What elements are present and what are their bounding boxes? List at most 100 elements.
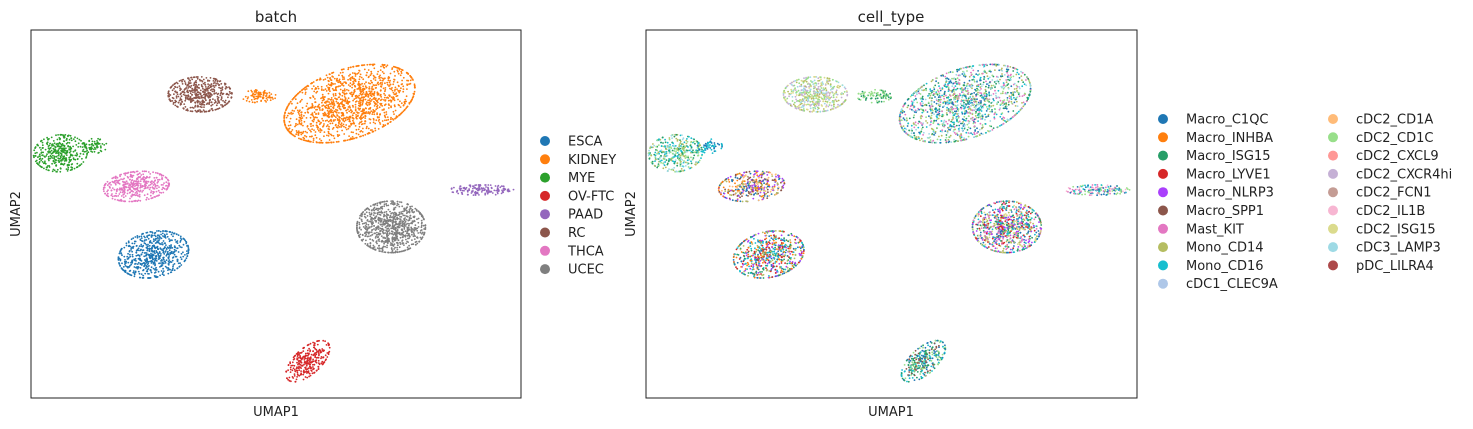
data-point [138, 172, 141, 175]
data-point [408, 83, 410, 86]
data-point [376, 105, 378, 108]
data-point [328, 125, 330, 128]
data-point [311, 360, 314, 363]
data-point [274, 97, 276, 100]
data-point [298, 374, 301, 377]
data-point [322, 356, 325, 359]
data-point [154, 257, 156, 260]
data-point [338, 74, 340, 77]
data-point [379, 89, 382, 92]
data-point [373, 225, 375, 227]
data-point [57, 143, 60, 145]
data-point [178, 244, 181, 247]
data-point [405, 218, 408, 221]
data-point [392, 217, 395, 220]
data-point [359, 107, 362, 110]
data-point [125, 260, 128, 263]
data-point [181, 80, 184, 83]
data-point [38, 155, 41, 158]
data-point [313, 111, 316, 114]
data-point [386, 227, 389, 230]
data-point [392, 91, 395, 94]
data-point [385, 215, 388, 218]
data-point [265, 94, 268, 96]
data-point [68, 138, 71, 141]
data-point [477, 187, 480, 189]
data-point [365, 239, 367, 242]
data-point [396, 248, 399, 251]
data-point [384, 87, 387, 89]
data-point [348, 138, 351, 141]
data-point [113, 180, 116, 183]
data-point [122, 190, 125, 193]
data-point [247, 96, 250, 98]
data-point [386, 244, 388, 247]
data-point [352, 122, 354, 125]
data-point [66, 150, 69, 153]
data-point [287, 364, 290, 366]
data-point [146, 247, 149, 250]
data-point [384, 232, 387, 234]
data-point [68, 148, 71, 151]
data-point [153, 272, 156, 274]
cluster-8 [102, 170, 171, 203]
data-point [182, 93, 185, 96]
data-point [367, 69, 370, 71]
data-point [303, 114, 305, 117]
data-point [55, 149, 57, 152]
data-point [96, 146, 99, 149]
data-point [419, 231, 422, 234]
data-point [353, 90, 355, 92]
data-point [411, 220, 414, 223]
data-point [360, 218, 363, 221]
data-point [167, 95, 170, 98]
data-point [40, 149, 42, 151]
data-point [409, 214, 412, 217]
data-point [412, 96, 414, 99]
data-point [416, 229, 419, 232]
data-point [169, 251, 172, 254]
data-point [150, 271, 153, 274]
data-point [309, 116, 312, 119]
data-point [324, 88, 327, 90]
data-point [402, 90, 405, 93]
data-point [362, 109, 364, 112]
data-point [405, 238, 407, 241]
data-point [373, 228, 375, 230]
data-point [297, 133, 300, 136]
data-point [338, 134, 341, 137]
data-point [338, 105, 341, 108]
data-point [321, 93, 324, 96]
data-point [399, 74, 402, 77]
data-point [332, 113, 335, 116]
data-point [185, 96, 187, 99]
data-point [343, 89, 346, 92]
data-point [133, 193, 135, 196]
data-point [55, 170, 58, 173]
data-point [94, 142, 96, 145]
data-point [325, 74, 328, 77]
data-point [40, 165, 42, 168]
data-point [129, 255, 132, 258]
data-point [156, 247, 159, 250]
data-point [180, 238, 183, 241]
data-point [316, 116, 318, 119]
data-point [176, 247, 179, 250]
data-point [306, 131, 308, 134]
data-point [381, 120, 384, 122]
data-point [311, 114, 314, 117]
data-point [406, 215, 409, 218]
data-point [76, 137, 79, 140]
data-point [329, 90, 331, 93]
data-point [309, 135, 311, 138]
data-point [363, 88, 366, 91]
data-point [336, 118, 339, 120]
data-point [342, 68, 345, 70]
data-point [350, 66, 352, 69]
data-point [398, 250, 401, 253]
data-point [502, 185, 505, 188]
data-point [362, 134, 365, 137]
data-point [93, 146, 96, 149]
data-point [312, 350, 314, 353]
data-point [123, 177, 125, 180]
